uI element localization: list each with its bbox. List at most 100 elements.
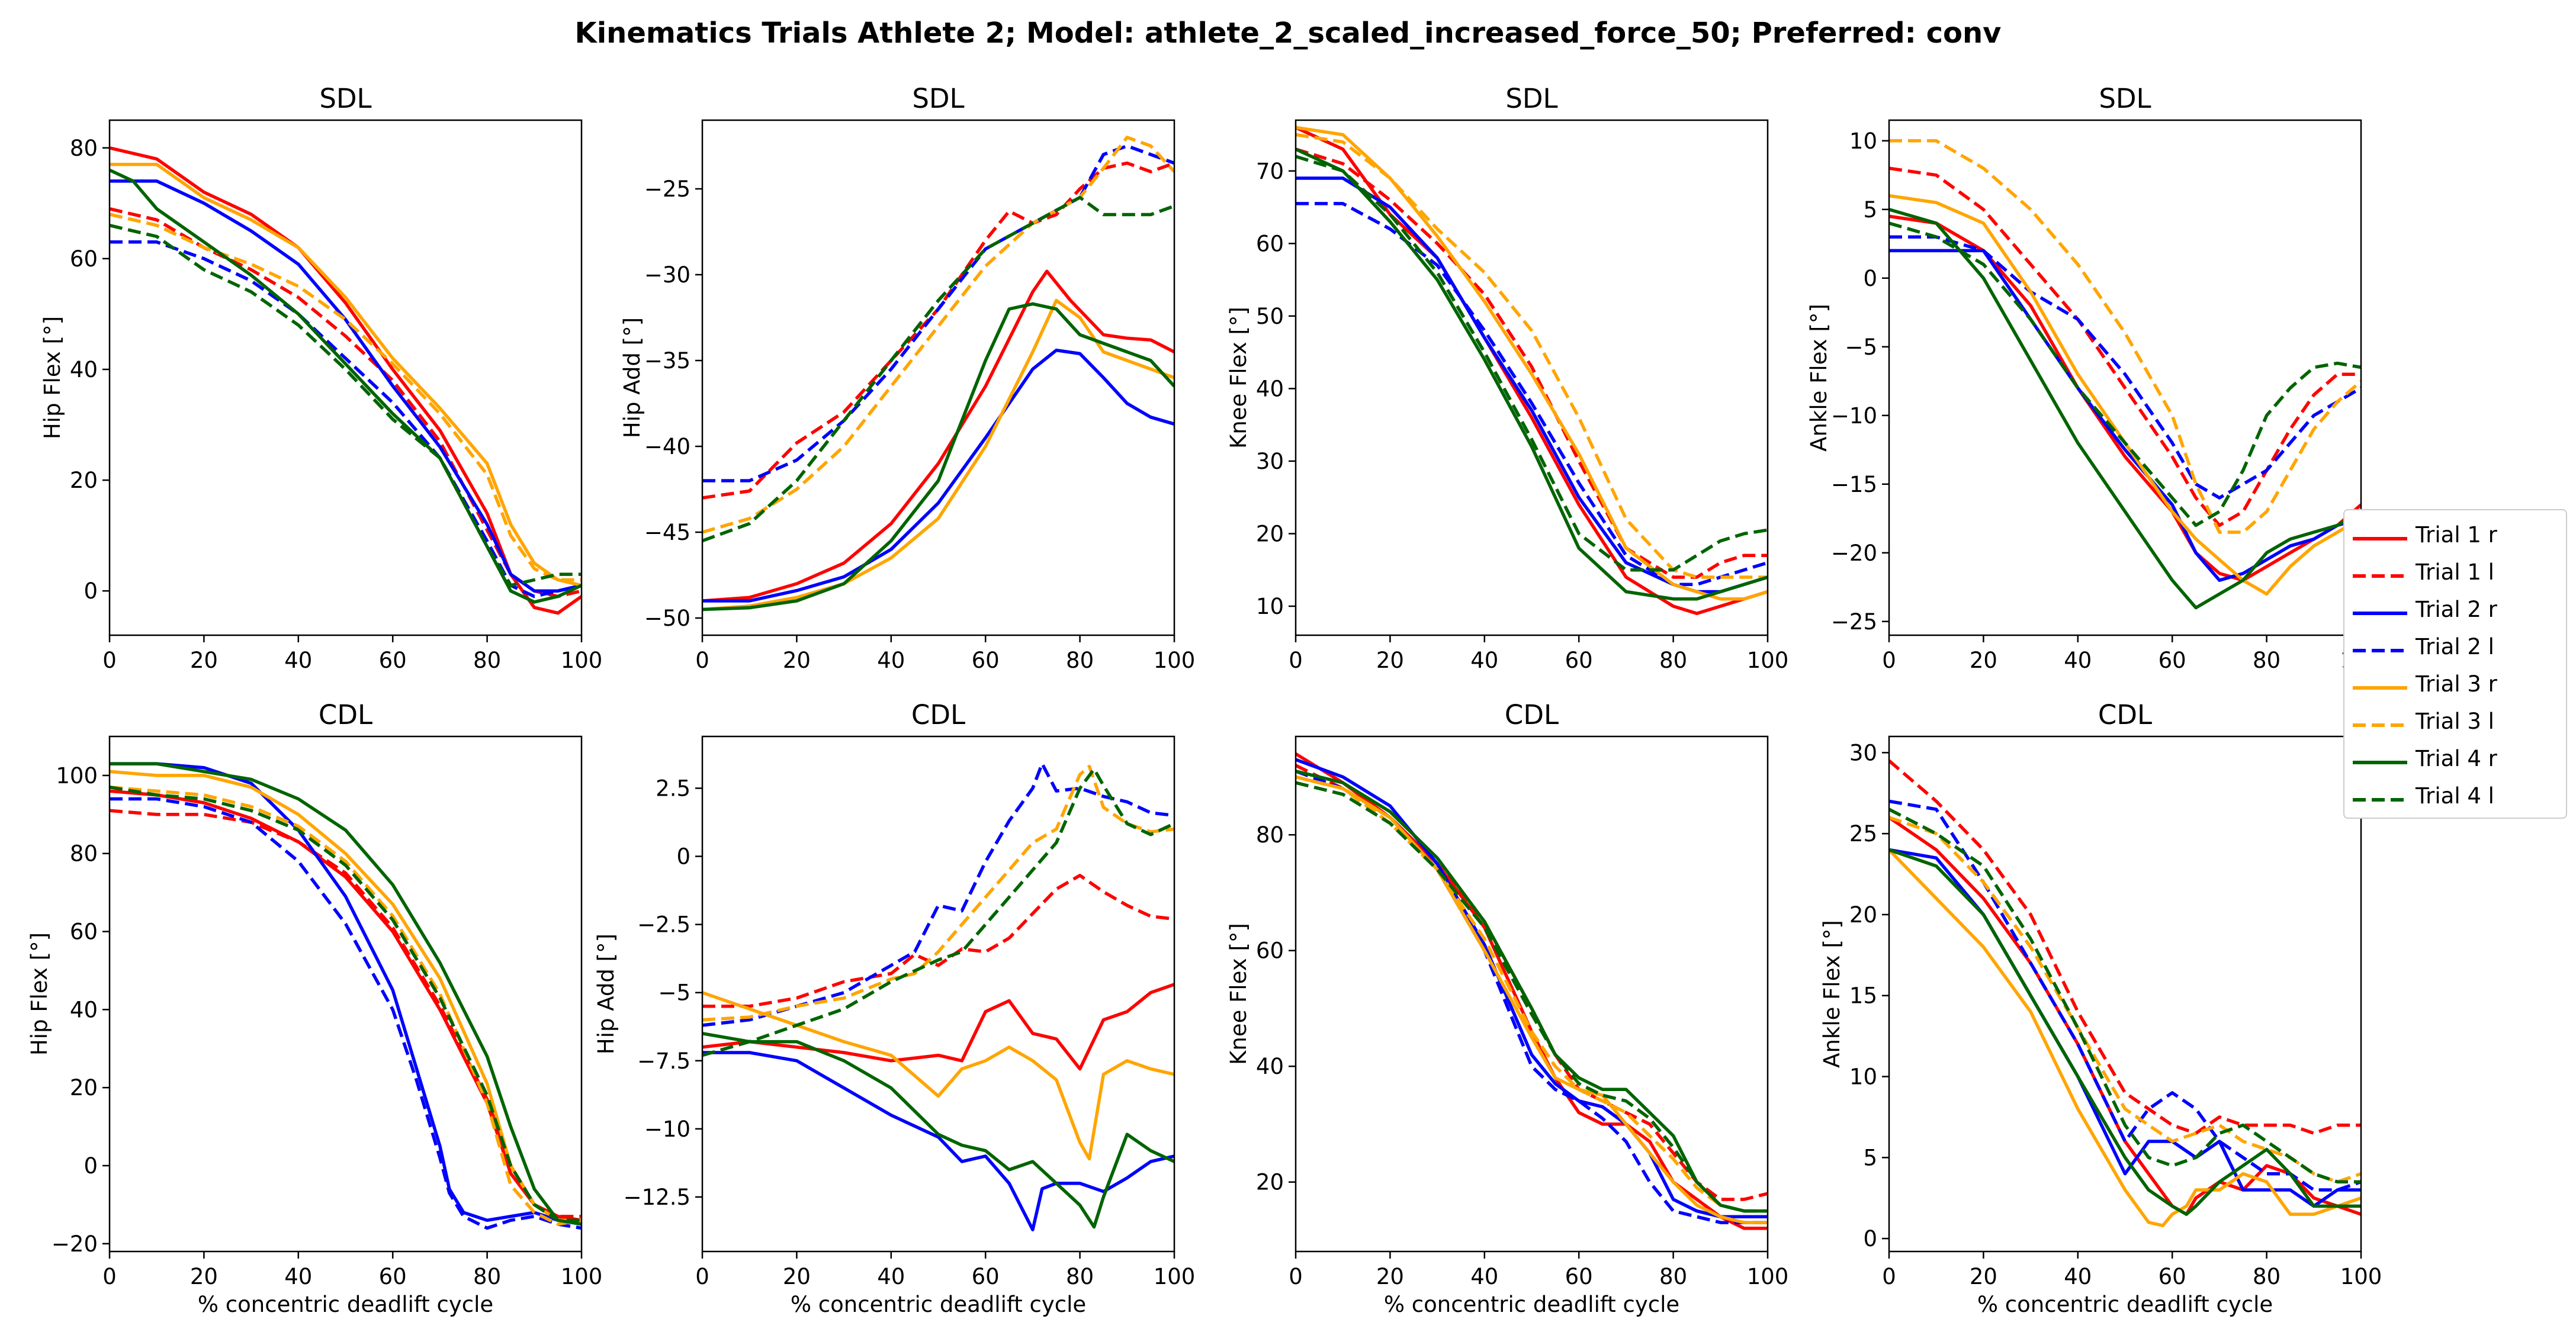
y-tick-label: 30 bbox=[1849, 740, 1877, 765]
x-tick-label: 100 bbox=[1154, 648, 1196, 673]
y-tick-label: 80 bbox=[70, 136, 98, 161]
series-line-trial-2-r bbox=[110, 179, 582, 593]
y-axis-label: Knee Flex [°] bbox=[1226, 307, 1251, 449]
series-line-trial-1-l bbox=[702, 874, 1174, 1008]
y-axis-label: Hip Flex [°] bbox=[27, 932, 52, 1056]
axes-frame bbox=[1888, 119, 2362, 636]
legend-line-icon bbox=[2353, 574, 2407, 578]
x-tick-label: 100 bbox=[1154, 1264, 1196, 1289]
x-tick-label: 40 bbox=[2064, 648, 2092, 673]
series-line-trial-4-r bbox=[110, 168, 582, 604]
y-tick-label: −20 bbox=[52, 1231, 98, 1257]
y-tick-label: −30 bbox=[644, 262, 690, 288]
subplot-title: SDL bbox=[912, 83, 964, 114]
y-tick-label: 20 bbox=[70, 468, 98, 493]
x-tick-label: 40 bbox=[284, 1264, 312, 1289]
y-tick-label: 40 bbox=[70, 357, 98, 382]
series-line-trial-3-r bbox=[1889, 194, 2361, 596]
y-tick-label: 70 bbox=[1256, 159, 1284, 184]
legend-label: Trial 1 r bbox=[2416, 522, 2497, 548]
series-line-trial-1-l bbox=[702, 161, 1174, 500]
y-axis-label: Ankle Flex [°] bbox=[1806, 304, 1832, 452]
subplot: 0 20 40 60 80 100 −12.5 −10 −7.5 −5 −2.5 0 2.5 CDL Hip… bbox=[593, 699, 1195, 1317]
series-line-trial-1-l bbox=[110, 809, 582, 1218]
y-tick-label: −25 bbox=[644, 176, 690, 202]
y-tick-label: −5 bbox=[658, 980, 690, 1006]
series-line-trial-2-l bbox=[1296, 770, 1768, 1224]
y-tick-label: 30 bbox=[1256, 449, 1284, 474]
y-axis-label: Hip Add [°] bbox=[593, 934, 619, 1054]
y-tick-label: 60 bbox=[1256, 231, 1284, 256]
x-tick-label: 60 bbox=[2159, 1264, 2186, 1289]
legend-line-icon bbox=[2353, 612, 2407, 615]
y-tick-label: 20 bbox=[70, 1075, 98, 1101]
x-tick-label: 40 bbox=[284, 648, 312, 673]
y-tick-label: 2.5 bbox=[656, 776, 690, 801]
x-tick-label: 40 bbox=[877, 1264, 905, 1289]
x-tick-label: 0 bbox=[1289, 1264, 1303, 1289]
x-tick-label: 80 bbox=[1659, 1264, 1687, 1289]
subplot: 0 20 40 60 80 100 0 5 10 15 20 25 30 CDL Ankle Flex [°… bbox=[1819, 699, 2382, 1317]
subplot-title: SDL bbox=[2099, 83, 2151, 114]
series-line-trial-3-l bbox=[1889, 139, 2361, 534]
y-tick-label: 25 bbox=[1849, 821, 1877, 847]
y-tick-label: 60 bbox=[70, 919, 98, 945]
x-tick-label: 100 bbox=[1747, 1264, 1789, 1289]
x-tick-label: 80 bbox=[2253, 1264, 2281, 1289]
x-tick-label: 20 bbox=[190, 1264, 218, 1289]
x-tick-label: 80 bbox=[1066, 1264, 1094, 1289]
series-line-trial-3-l bbox=[702, 136, 1174, 534]
x-tick-label: 0 bbox=[695, 648, 709, 673]
x-axis-label: % concentric deadlift cycle bbox=[198, 1292, 493, 1317]
x-tick-label: 80 bbox=[473, 648, 501, 673]
series-line-trial-3-l bbox=[1296, 133, 1768, 579]
x-tick-label: 60 bbox=[2159, 648, 2186, 673]
y-axis-label: Knee Flex [°] bbox=[1226, 923, 1251, 1065]
y-tick-label: −10 bbox=[1831, 403, 1877, 429]
y-tick-label: 40 bbox=[70, 997, 98, 1022]
series-line-trial-2-l bbox=[702, 762, 1174, 1027]
series-line-trial-3-r bbox=[110, 163, 582, 587]
series-line-trial-2-l bbox=[110, 240, 582, 599]
axes-frame bbox=[701, 735, 1175, 1253]
subplot-title: CDL bbox=[911, 699, 965, 731]
series-line-trial-4-l bbox=[1296, 155, 1768, 572]
legend: Trial 1 r Trial 1 l Trial 2 r Trial 2 l … bbox=[2343, 509, 2567, 819]
series-line-trial-1-r bbox=[1889, 214, 2361, 582]
subplot: 0 20 40 60 80 100 10 20 30 40 50 60 70 SDL Knee Flex [… bbox=[1226, 83, 1788, 673]
x-tick-label: 0 bbox=[695, 1264, 709, 1289]
x-tick-label: 60 bbox=[379, 648, 407, 673]
legend-line-icon bbox=[2353, 649, 2407, 652]
subplot-title: CDL bbox=[1505, 699, 1559, 731]
subplot: 0 20 40 60 80 100 20 40 60 80 CDL Knee Flex [°] % co… bbox=[1226, 699, 1788, 1317]
y-tick-label: 20 bbox=[1849, 902, 1877, 928]
series-group bbox=[1889, 139, 2361, 610]
y-tick-label: 0 bbox=[83, 1153, 98, 1179]
y-tick-label: 40 bbox=[1256, 1054, 1284, 1079]
series-line-trial-3-r bbox=[702, 991, 1174, 1161]
series-line-trial-4-l bbox=[110, 785, 582, 1222]
axes-frame bbox=[108, 119, 583, 636]
y-tick-label: 80 bbox=[1256, 822, 1284, 848]
x-tick-label: 100 bbox=[2340, 1264, 2382, 1289]
y-tick-label: 100 bbox=[56, 763, 98, 789]
y-axis-label: Ankle Flex [°] bbox=[1819, 920, 1845, 1068]
x-tick-label: 60 bbox=[1565, 1264, 1593, 1289]
y-tick-label: 50 bbox=[1256, 304, 1284, 329]
series-line-trial-3-l bbox=[1296, 775, 1768, 1213]
x-tick-label: 40 bbox=[2064, 1264, 2092, 1289]
series-line-trial-2-r bbox=[1889, 249, 2361, 582]
series-line-trial-4-r bbox=[1889, 848, 2361, 1216]
x-tick-label: 20 bbox=[1376, 1264, 1404, 1289]
series-line-trial-3-r bbox=[1296, 775, 1768, 1224]
series-line-trial-1-l bbox=[1296, 147, 1768, 579]
y-tick-label: −7.5 bbox=[637, 1048, 690, 1074]
series-group bbox=[702, 136, 1174, 612]
y-tick-label: −35 bbox=[644, 348, 690, 374]
legend-line-icon bbox=[2353, 761, 2407, 764]
series-line-trial-1-l bbox=[1889, 166, 2361, 527]
series-group bbox=[1296, 752, 1768, 1230]
x-tick-label: 80 bbox=[1659, 648, 1687, 673]
series-line-trial-1-r bbox=[1296, 126, 1768, 615]
